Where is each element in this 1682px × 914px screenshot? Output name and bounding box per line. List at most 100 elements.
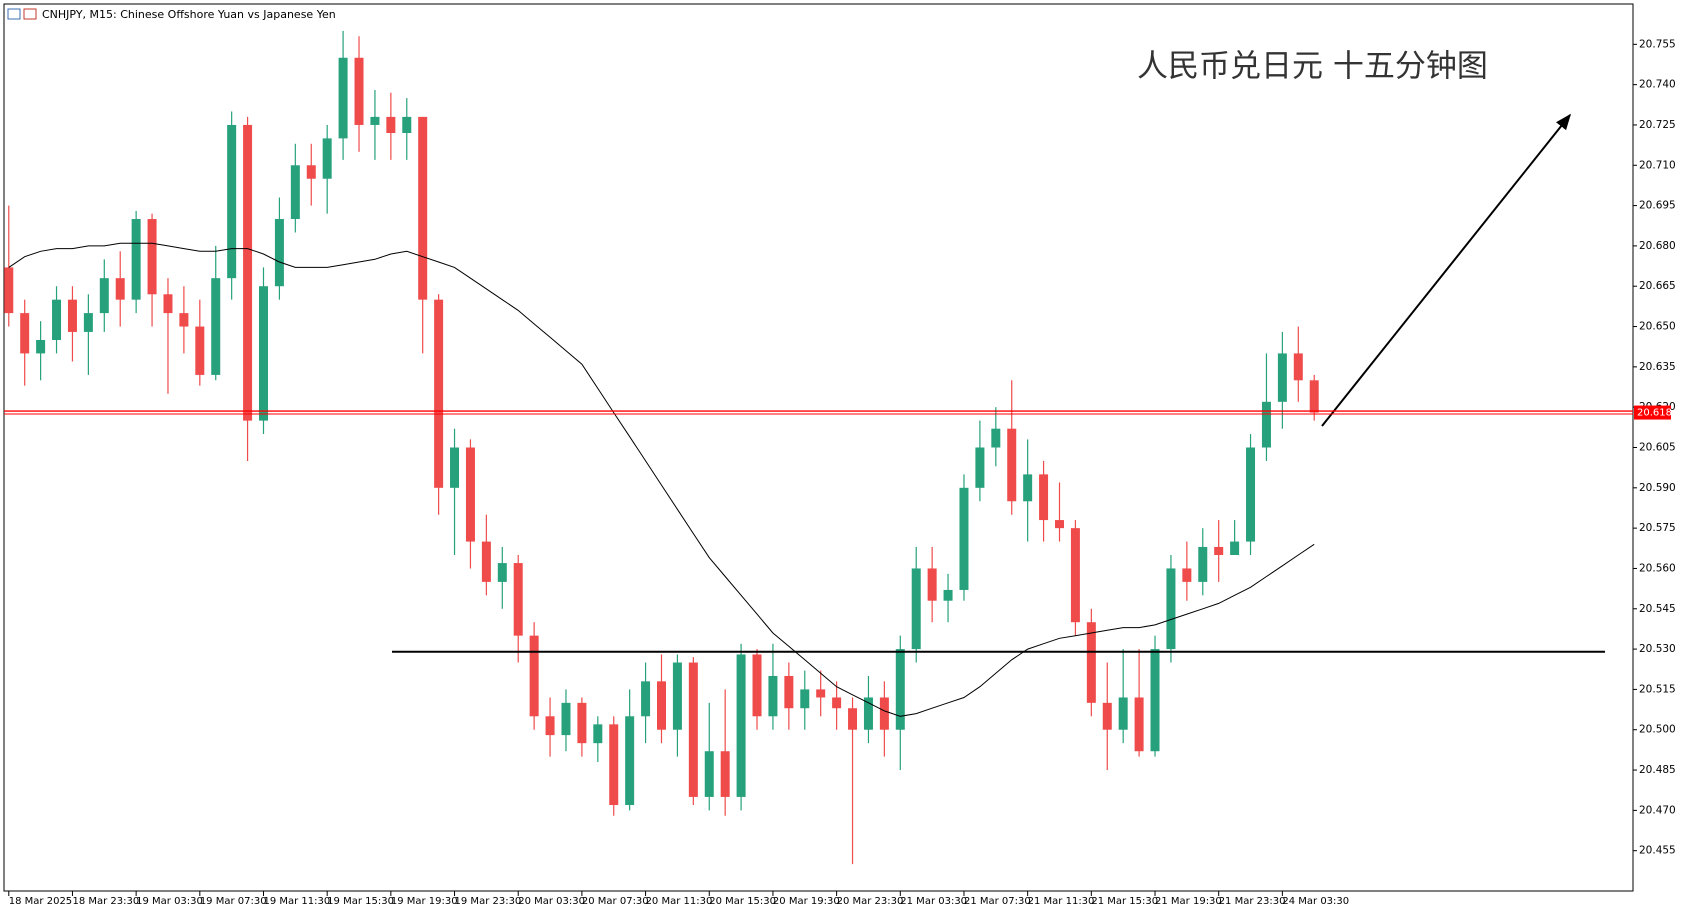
candle-body: [67, 299, 77, 332]
candle-body: [418, 116, 428, 300]
candle-body: [513, 563, 523, 636]
y-tick-label: 20.695: [1639, 200, 1676, 212]
candle-body: [290, 165, 300, 220]
y-tick-label: 20.470: [1639, 804, 1676, 816]
x-tick-label: 18 Mar 23:30: [72, 896, 139, 907]
y-tick-label: 20.560: [1639, 562, 1676, 574]
y-tick-label: 20.515: [1639, 683, 1676, 695]
candle-body: [736, 654, 746, 797]
last-price-box: [1634, 405, 1671, 420]
candle-body: [497, 563, 507, 582]
candle-body: [1246, 447, 1256, 542]
y-tick-label: 20.740: [1639, 79, 1676, 91]
candle-body: [672, 662, 682, 730]
candle-body: [1261, 401, 1271, 448]
y-tick-label: 20.530: [1639, 643, 1676, 655]
y-tick-label: 20.545: [1639, 603, 1676, 615]
y-tick-label: 20.665: [1639, 280, 1676, 292]
candle-body: [879, 697, 889, 730]
candle-body: [561, 702, 571, 736]
candle-body: [306, 165, 316, 179]
candle-body: [991, 428, 1001, 448]
candle-body: [641, 681, 651, 717]
plot-frame: [3, 3, 1634, 892]
candle-body: [1086, 622, 1096, 703]
candle-body: [1309, 380, 1319, 413]
candle-body: [752, 654, 762, 717]
y-tick-label: 20.455: [1639, 845, 1676, 857]
candle-body: [243, 124, 253, 421]
candle-body: [1277, 353, 1287, 402]
candle-body: [322, 138, 332, 179]
candle-body: [1118, 697, 1128, 730]
candle-body: [1166, 568, 1176, 650]
y-tick-label: 20.710: [1639, 159, 1676, 171]
candle-body: [1134, 697, 1144, 752]
candle-body: [688, 662, 698, 797]
candle-body: [656, 681, 666, 730]
x-tick-label: 20 Mar 03:30: [518, 896, 585, 907]
candle-body: [147, 219, 157, 295]
x-tick-label: 19 Mar 11:30: [263, 896, 330, 907]
candle-body: [959, 487, 969, 590]
candle-body: [450, 447, 460, 488]
candle-body: [1039, 474, 1049, 521]
y-tick-label: 20.725: [1639, 119, 1676, 131]
candle-body: [434, 299, 444, 488]
toolbar-icon: [7, 8, 21, 20]
x-tick-label: 18 Mar 2025: [9, 896, 72, 907]
x-tick-label: 20 Mar 11:30: [646, 896, 713, 907]
candle-body: [1054, 520, 1064, 529]
candle-body: [1070, 528, 1080, 623]
candle-body: [465, 447, 475, 542]
y-tick-label: 20.755: [1639, 38, 1676, 50]
candle-body: [975, 447, 985, 488]
x-tick-label: 19 Mar 03:30: [136, 896, 203, 907]
candle-body: [20, 313, 30, 354]
candle-body: [83, 313, 93, 332]
chart-title: CNHJPY, M15: Chinese Offshore Yuan vs Ja…: [42, 8, 336, 21]
annotation: 人民币兑日元 十五分钟图: [1137, 49, 1488, 85]
candle-body: [895, 649, 905, 730]
candle-body: [625, 716, 635, 805]
x-tick-label: 21 Mar 19:30: [1155, 896, 1222, 907]
candle-body: [1102, 702, 1112, 730]
x-tick-label: 20 Mar 19:30: [773, 896, 840, 907]
moving-average: [8, 242, 1315, 717]
candle-body: [863, 697, 873, 730]
candle-body: [848, 708, 858, 730]
x-tick-label: 19 Mar 19:30: [391, 896, 458, 907]
candle-body: [131, 219, 141, 300]
candle-body: [258, 286, 268, 421]
y-tick-label: 20.590: [1639, 482, 1676, 494]
candle-body: [1214, 546, 1224, 556]
candle-body: [545, 716, 555, 736]
candle-body: [911, 568, 921, 650]
plot-area: [4, 30, 1319, 865]
candle-body: [704, 751, 714, 797]
x-tick-label: 21 Mar 15:30: [1091, 896, 1158, 907]
candle-body: [609, 724, 619, 805]
candle-body: [179, 313, 189, 327]
candle-body: [274, 219, 284, 287]
candle-body: [338, 57, 348, 139]
candle-body: [115, 278, 125, 300]
candle-body: [816, 689, 826, 698]
x-tick-label: 19 Mar 23:30: [455, 896, 522, 907]
y-tick-label: 20.680: [1639, 240, 1676, 252]
candle-body: [52, 299, 62, 340]
last-price-label: 20.618: [1637, 408, 1672, 419]
x-tick-label: 21 Mar 23:30: [1219, 896, 1286, 907]
y-tick-label: 20.605: [1639, 442, 1676, 454]
candle-body: [402, 116, 412, 134]
x-tick-label: 24 Mar 03:30: [1282, 896, 1349, 907]
candle-body: [386, 116, 396, 134]
candle-body: [1230, 541, 1240, 556]
x-tick-label: 19 Mar 15:30: [327, 896, 394, 907]
candle-body: [4, 267, 14, 314]
candle-body: [832, 697, 842, 709]
x-tick-label: 21 Mar 07:30: [964, 896, 1031, 907]
candle-body: [720, 751, 730, 797]
candle-body: [1150, 649, 1160, 752]
candle-body: [1007, 428, 1017, 502]
